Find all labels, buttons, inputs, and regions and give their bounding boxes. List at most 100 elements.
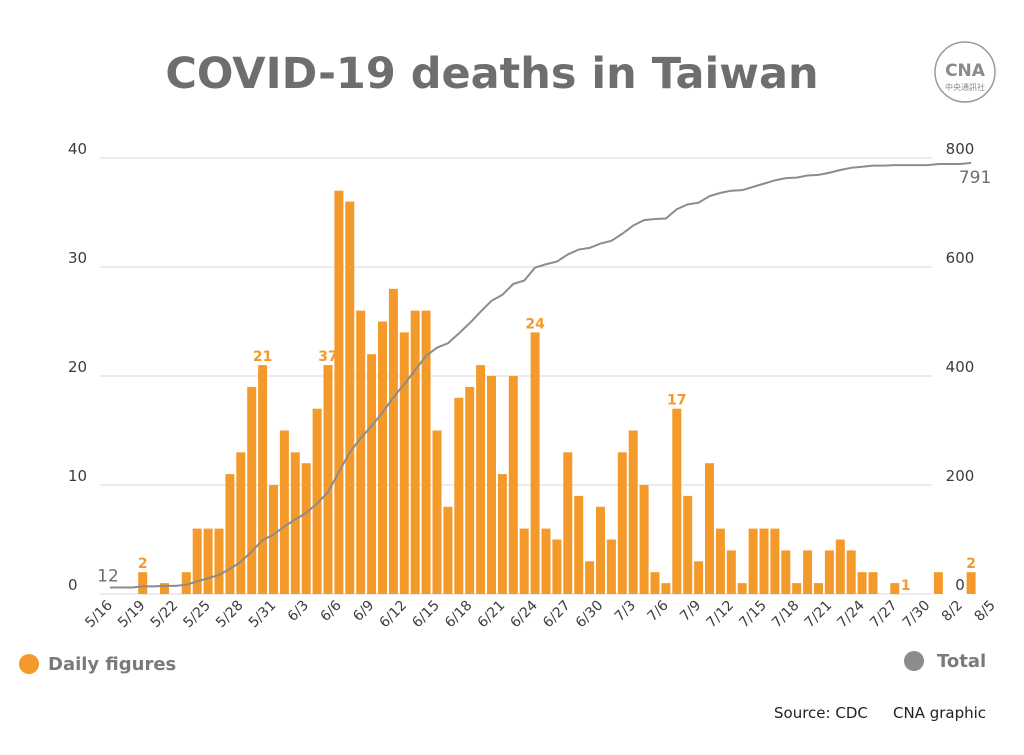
data-label-5/19: 2 [138, 556, 148, 572]
bar-7/23 [846, 550, 856, 594]
bar-6/12 [399, 332, 409, 594]
data-label-7/7: 17 [667, 393, 686, 409]
x-tick-label: 5/19 [115, 598, 149, 632]
y-axis-left-ticks: 0 10 20 30 40 [68, 140, 87, 594]
bar-6/25 [541, 528, 551, 594]
x-tick-label: 7/27 [867, 598, 901, 632]
y-right-tick-label: 600 [946, 249, 975, 267]
bar-6/1 [279, 430, 289, 594]
x-tick-label: 6/21 [475, 598, 509, 632]
x-axis-ticks: 5/16 5/19 5/22 5/25 5/28 5/31 6/3 6/6 6/9 6/12 6/1… [82, 597, 998, 631]
x-tick-label: 7/15 [736, 598, 770, 632]
bar-5/21 [160, 583, 169, 594]
x-tick-label: 6/12 [377, 598, 411, 632]
x-tick-label: 7/3 [612, 598, 639, 625]
x-tick-label: 7/18 [769, 598, 803, 632]
y-left-tick-label: 40 [68, 140, 87, 158]
y-right-tick-label: 0 [955, 576, 965, 594]
data-label-6/5: 37 [318, 349, 337, 365]
bar-6/9 [367, 354, 377, 594]
bar-6/13 [410, 310, 420, 594]
y-axis-right-ticks: 0 200 400 600 800 [946, 140, 975, 594]
bar-7/27 [890, 583, 900, 594]
y-left-tick-label: 10 [68, 467, 87, 485]
x-tick-label: 7/24 [834, 597, 868, 631]
cna-logo-text: CNA [945, 61, 986, 81]
total-line-path [110, 161, 972, 589]
x-tick-label: 6/24 [507, 597, 541, 631]
bar-6/10 [378, 321, 387, 594]
bar-5/27 [225, 474, 235, 594]
bar-7/12 [726, 550, 736, 594]
bar-5/31 [269, 485, 278, 594]
bar-7/13 [737, 583, 747, 594]
bar-6/5 [323, 365, 333, 594]
bar-7/24 [857, 572, 867, 594]
bar-6/17 [454, 397, 464, 594]
x-tick-label: 8/2 [939, 598, 966, 625]
bar-6/3 [301, 463, 311, 594]
bar-7/10 [705, 463, 714, 594]
bar-7/20 [814, 583, 823, 594]
bar-6/16 [443, 506, 453, 594]
bar-6/7 [345, 201, 355, 594]
x-tick-label: 6/9 [350, 598, 377, 625]
bar-5/28 [236, 452, 246, 594]
y-right-tick-label: 200 [946, 467, 975, 485]
x-tick-label: 5/31 [246, 598, 280, 632]
bar-8/3 [966, 572, 976, 594]
bar-7/17 [781, 550, 791, 594]
bar-6/8 [356, 310, 366, 594]
x-tick-label: 8/5 [971, 598, 998, 625]
bar-6/27 [563, 452, 573, 594]
bar-6/21 [497, 474, 507, 594]
bar-6/30 [596, 506, 605, 594]
x-tick-label: 7/6 [644, 597, 671, 624]
x-tick-label: 7/12 [704, 598, 738, 632]
cna-logo: CNA 中央通訊社 [934, 41, 996, 103]
bar-5/23 [181, 572, 191, 594]
bar-5/30 [258, 365, 268, 594]
x-tick-label: 5/25 [180, 598, 214, 632]
cna-logo-ring [934, 41, 996, 103]
x-tick-label: 6/6 [317, 597, 344, 624]
bar-7/19 [803, 550, 813, 594]
data-label-8/3: 2 [966, 556, 976, 572]
x-tick-label: 7/21 [802, 598, 836, 632]
bar-7/31 [933, 572, 943, 594]
bar-6/11 [388, 288, 398, 594]
bar-6/2 [290, 452, 300, 594]
bar-6/20 [487, 376, 496, 594]
bar-6/26 [552, 539, 562, 594]
bar-7/18 [792, 583, 802, 594]
y-left-tick-label: 30 [68, 249, 87, 267]
x-tick-label: 6/30 [573, 598, 607, 632]
bar-7/14 [748, 528, 758, 594]
bar-7/5 [650, 572, 660, 594]
bar-7/15 [759, 528, 769, 594]
legend-total-marker [904, 651, 924, 671]
bar-6/15 [432, 430, 442, 594]
legend-total: Total [904, 651, 986, 672]
bar-7/7 [672, 408, 682, 594]
source-text: Source: CDC [774, 704, 868, 722]
bar-7/3 [628, 430, 638, 594]
legend-daily-marker [19, 654, 39, 674]
bar-7/9 [694, 561, 704, 594]
bar-5/25 [203, 528, 213, 594]
bar-7/1 [606, 539, 616, 594]
bar-5/24 [192, 528, 202, 594]
bar-6/19 [476, 365, 486, 594]
x-tick-label: 5/16 [82, 597, 116, 631]
legend-daily: Daily figures [19, 654, 176, 675]
data-label-5/30: 21 [253, 349, 272, 365]
bar-7/11 [715, 528, 725, 594]
bar-7/21 [824, 550, 834, 594]
bar-6/22 [508, 376, 518, 594]
x-tick-label: 5/28 [213, 598, 247, 632]
daily-bars [138, 190, 976, 594]
bar-6/4 [312, 408, 322, 594]
x-tick-label: 7/9 [677, 598, 704, 625]
bar-6/28 [574, 495, 584, 594]
